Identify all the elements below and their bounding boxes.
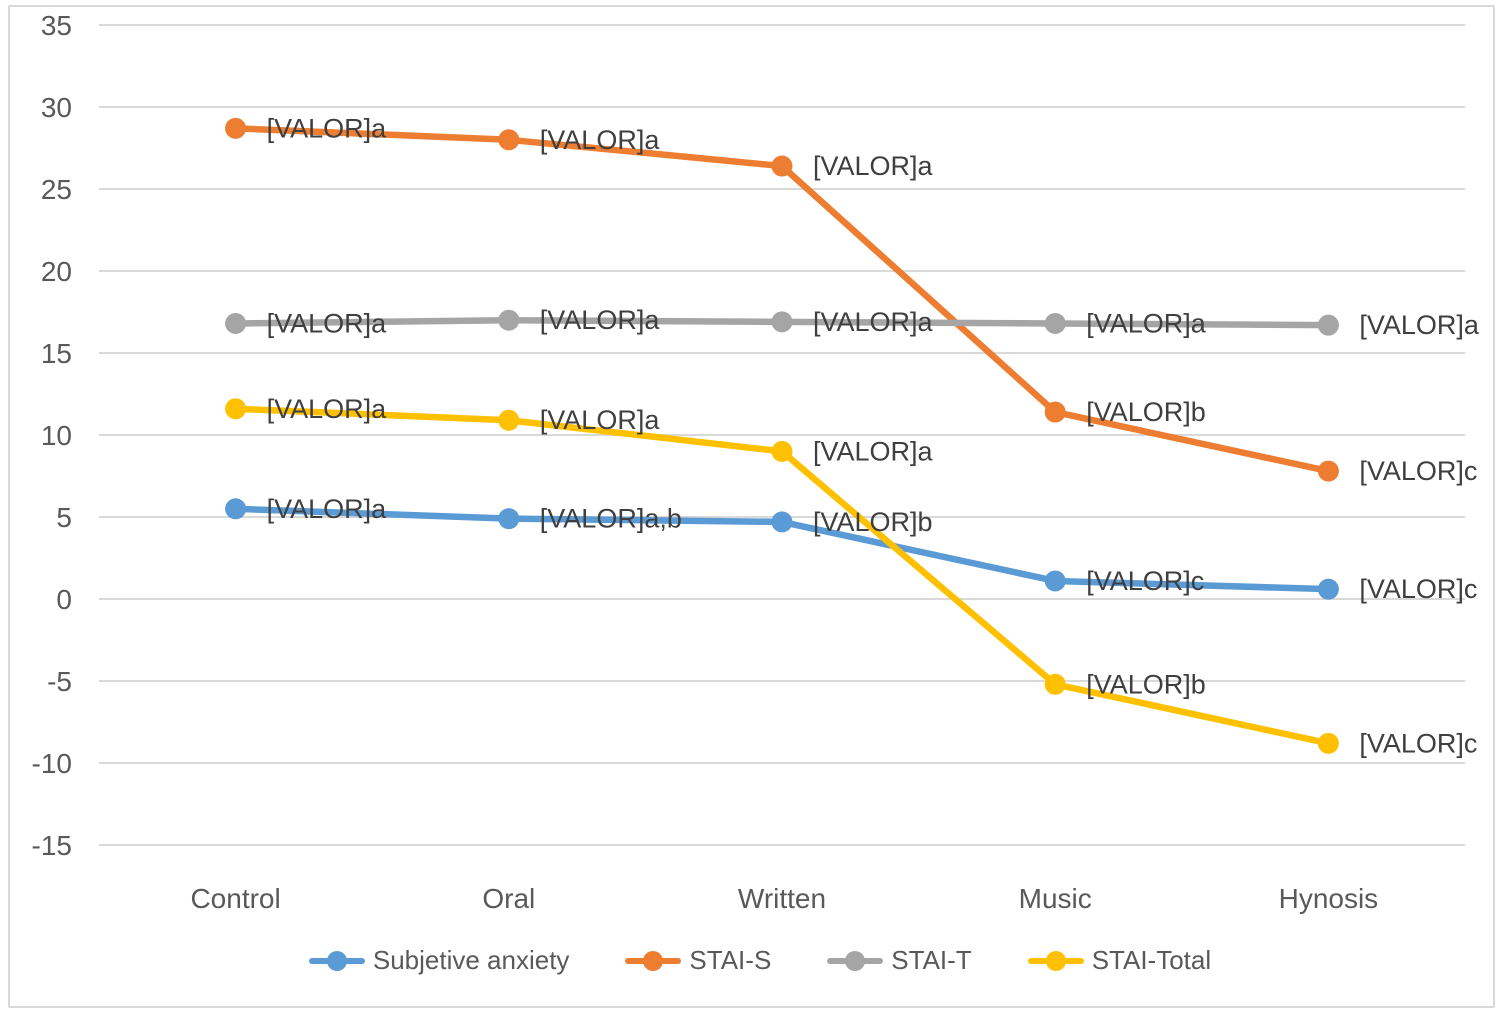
- legend-line-marker-icon: [308, 950, 365, 972]
- legend-label-stai-s: STAI-S: [689, 945, 772, 975]
- data-point-marker: [1317, 732, 1339, 754]
- y-tick-label: 10: [41, 420, 72, 451]
- legend-line-marker-icon: [625, 950, 682, 972]
- legend-line-marker-icon: [827, 950, 884, 972]
- category-label-written: Written: [738, 883, 826, 914]
- category-label-oral: Oral: [482, 883, 535, 914]
- y-tick-label: -5: [47, 666, 72, 697]
- legend-label-stai-total: STAI-Total: [1091, 945, 1212, 975]
- gridlines: [99, 24, 1465, 846]
- y-tick-label: 15: [41, 338, 72, 369]
- y-tick-label: -10: [32, 748, 72, 779]
- data-label: [VALOR]a: [540, 405, 661, 435]
- data-point-marker: [771, 440, 793, 462]
- data-label: [VALOR]a: [540, 305, 661, 335]
- data-label: [VALOR]b: [1086, 669, 1206, 699]
- data-labels-subjetive-anxiety: [VALOR]a [VALOR]a,b [VALOR]b [VALOR]c [VALOR…: [267, 494, 1478, 604]
- data-point-marker: [1044, 312, 1066, 334]
- data-label: [VALOR]a: [1359, 310, 1480, 340]
- data-point-marker: [771, 311, 793, 333]
- data-labels-stai-t: [VALOR]a [VALOR]a [VALOR]a [VALOR]a [VALOR]a: [267, 305, 1480, 340]
- data-label: [VALOR]a: [267, 113, 388, 143]
- data-labels-stai-s: [VALOR]a [VALOR]a [VALOR]a [VALOR]b [VALOR]c: [267, 113, 1478, 486]
- data-labels-stai-total: [VALOR]a [VALOR]a [VALOR]a [VALOR]b [VALOR]c: [267, 394, 1478, 759]
- data-label: [VALOR]a: [813, 151, 934, 181]
- series-stai-t: [225, 309, 1339, 336]
- y-tick-label: 30: [41, 92, 72, 123]
- x-axis-category-labels: Control Oral Written Music Hynosis: [190, 883, 1378, 914]
- data-label: [VALOR]c: [1086, 566, 1204, 596]
- y-tick-label: 5: [56, 502, 72, 533]
- legend-item-stai-total: STAI-Total: [1027, 945, 1212, 976]
- data-point-marker: [1044, 570, 1066, 592]
- data-label: [VALOR]b: [1086, 397, 1206, 427]
- data-label: [VALOR]a: [813, 436, 934, 466]
- data-point-marker: [225, 117, 247, 139]
- data-point-marker: [498, 508, 520, 530]
- data-label: [VALOR]c: [1359, 728, 1477, 758]
- category-label-music: Music: [1019, 883, 1092, 914]
- data-point-marker: [1044, 673, 1066, 695]
- y-tick-label: -15: [32, 830, 72, 861]
- series-subjetive-anxiety: [225, 498, 1339, 600]
- data-label: [VALOR]c: [1359, 574, 1477, 604]
- data-label: [VALOR]b: [813, 507, 933, 537]
- data-point-marker: [1044, 401, 1066, 423]
- line-chart-plot: 35 30 25 20 15 10 5 0 -5 -10 -15 Control Oral Written…: [32, 10, 1480, 914]
- data-point-marker: [225, 312, 247, 334]
- data-label: [VALOR]a: [267, 394, 388, 424]
- data-point-marker: [498, 309, 520, 331]
- y-axis-tick-labels: 35 30 25 20 15 10 5 0 -5 -10 -15: [32, 10, 72, 861]
- series-stai-total: [225, 398, 1339, 754]
- legend-item-stai-s: STAI-S: [625, 945, 771, 976]
- data-label: [VALOR]c: [1359, 456, 1477, 486]
- legend-label-subjetive-anxiety: Subjetive anxiety: [372, 945, 570, 975]
- data-point-marker: [1317, 578, 1339, 600]
- data-point-marker: [1317, 460, 1339, 482]
- data-label: [VALOR]a: [267, 308, 388, 338]
- data-point-marker: [498, 409, 520, 431]
- data-point-marker: [225, 498, 247, 520]
- data-label: [VALOR]a,b: [540, 504, 682, 534]
- data-point-marker: [1317, 314, 1339, 336]
- category-label-control: Control: [190, 883, 280, 914]
- data-point-marker: [225, 398, 247, 420]
- data-label: [VALOR]a: [1086, 308, 1207, 338]
- y-tick-label: 20: [41, 256, 72, 287]
- data-label: [VALOR]a: [813, 307, 934, 337]
- chart-frame: 35 30 25 20 15 10 5 0 -5 -10 -15 Control Oral Written…: [8, 5, 1495, 1008]
- y-tick-label: 0: [56, 584, 72, 615]
- data-label: [VALOR]a: [540, 125, 661, 155]
- legend-label-stai-t: STAI-T: [891, 945, 972, 975]
- data-point-marker: [771, 511, 793, 533]
- data-point-marker: [771, 155, 793, 177]
- y-tick-label: 35: [41, 10, 72, 41]
- category-label-hynosis: Hynosis: [1279, 883, 1379, 914]
- data-point-marker: [498, 129, 520, 151]
- legend-item-stai-t: STAI-T: [827, 945, 972, 976]
- series-stai-s: [225, 117, 1339, 482]
- data-label: [VALOR]a: [267, 494, 388, 524]
- chart-legend: Subjetive anxiety STAI-S STAI-T STAI-Total: [10, 945, 1500, 976]
- legend-item-subjetive-anxiety: Subjetive anxiety: [308, 945, 570, 976]
- y-tick-label: 25: [41, 174, 72, 205]
- legend-line-marker-icon: [1027, 950, 1084, 972]
